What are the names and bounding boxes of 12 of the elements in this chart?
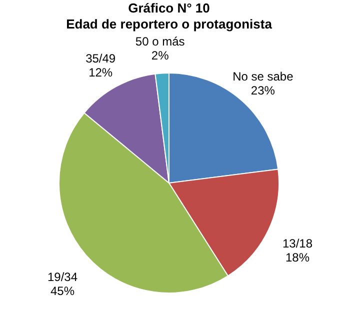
- slice-label: 13/18: [282, 236, 313, 250]
- chart-title: Gráfico N° 10: [128, 0, 210, 16]
- data-label: 12%: [88, 66, 113, 80]
- data-label: 23%: [250, 83, 276, 98]
- data-label: 18%: [285, 250, 310, 264]
- data-label: 45%: [50, 284, 75, 298]
- slice-label: 19/34: [47, 270, 78, 284]
- data-label: 2%: [151, 48, 170, 62]
- slice-label: No se sabe: [232, 69, 294, 84]
- slice-label: 35/49: [86, 52, 116, 66]
- slice-label: 50 o más: [135, 34, 185, 48]
- chart-subtitle: Edad de reportero o protagonista: [66, 16, 273, 32]
